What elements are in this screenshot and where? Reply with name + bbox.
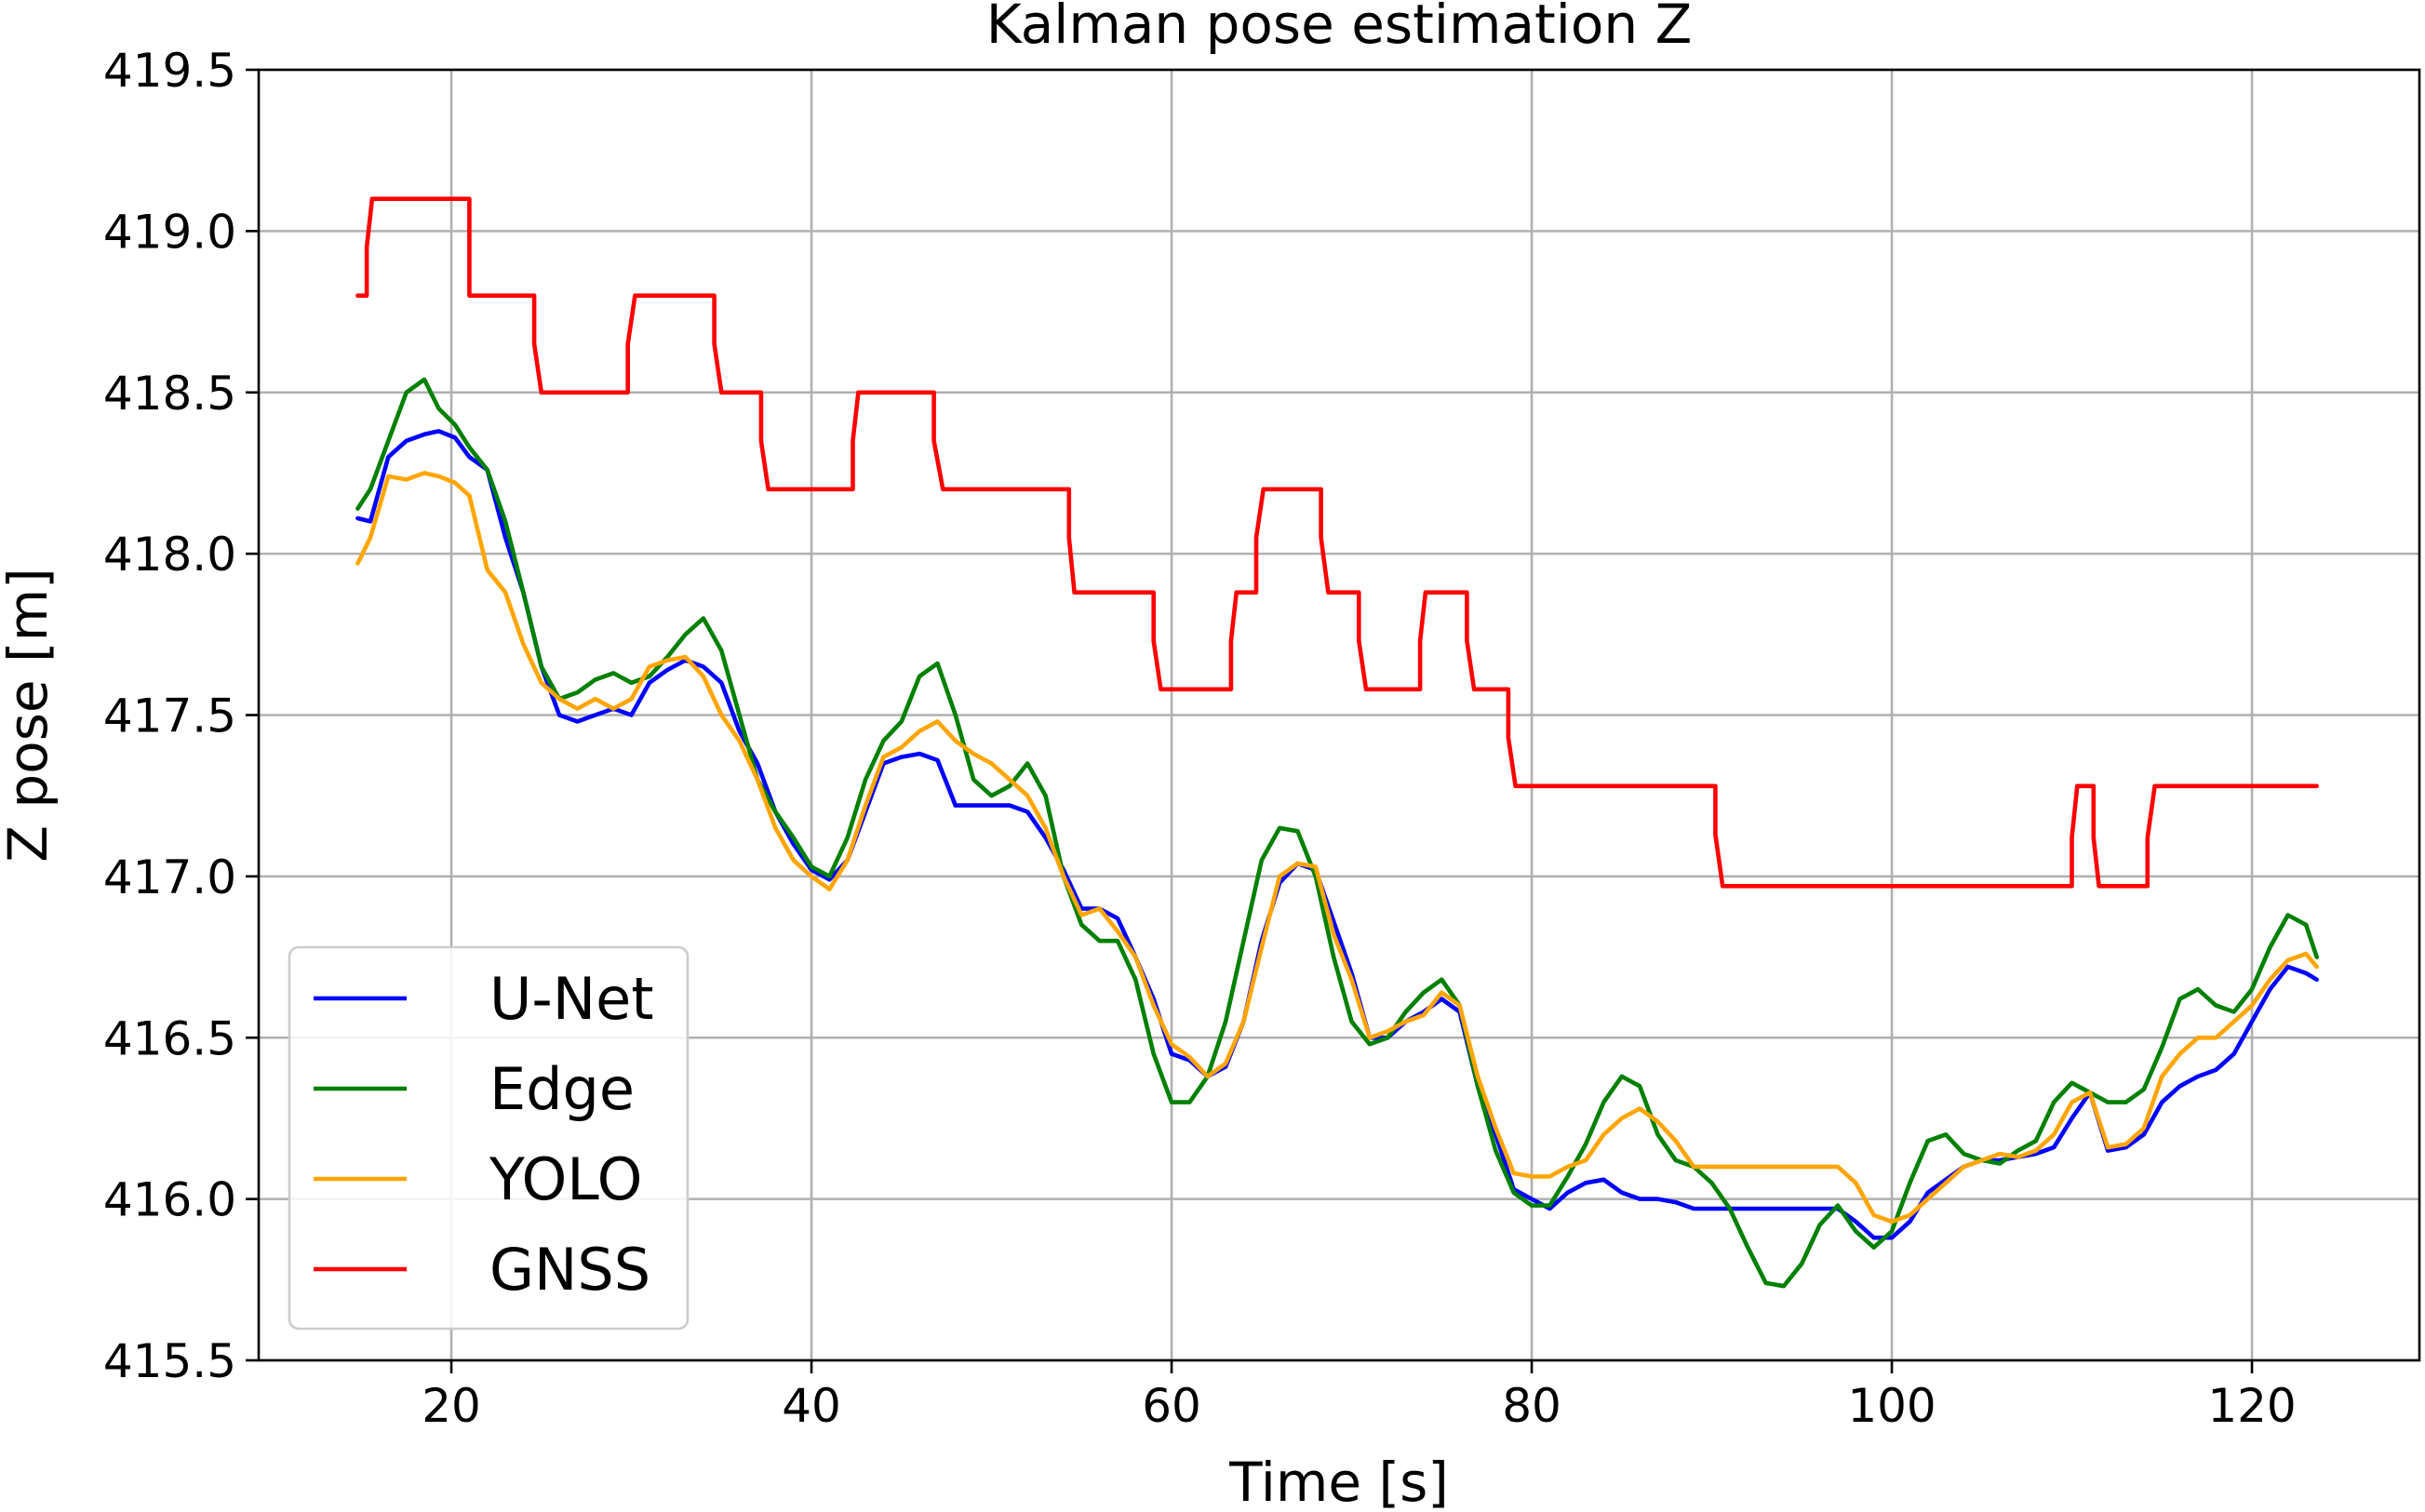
- x-axis-label: Time [s]: [1228, 1451, 1449, 1512]
- y-tick-label: 415.5: [103, 1334, 236, 1388]
- y-tick-label: 419.5: [103, 44, 236, 98]
- y-tick-label: 416.0: [103, 1173, 236, 1227]
- x-tick-label: 100: [1847, 1379, 1936, 1433]
- y-tick-label: 417.5: [103, 689, 236, 743]
- legend-label: GNSS: [489, 1236, 650, 1304]
- legend-box: [288, 945, 690, 1331]
- x-tick-label: 40: [782, 1379, 841, 1433]
- series-line-edge: [355, 377, 2319, 1289]
- legend-label: U-Net: [489, 965, 654, 1033]
- legend-label: YOLO: [489, 1145, 642, 1213]
- series-line-yolo: [355, 471, 2319, 1224]
- x-tick-label: 20: [422, 1379, 481, 1433]
- y-tick-label: 416.5: [103, 1011, 236, 1065]
- axis-ticks: 20 40 60 80 100 120 415.5 416.0 416.5 417.0 417.5 4…: [103, 44, 2297, 1433]
- series-lines: [355, 196, 2319, 1289]
- legend: U-Net Edge YOLO GNSS: [288, 945, 690, 1331]
- y-axis-label: Z pose [m]: [0, 568, 60, 863]
- x-tick-label: 80: [1502, 1379, 1561, 1433]
- x-tick-label: 60: [1142, 1379, 1201, 1433]
- legend-label: Edge: [489, 1055, 635, 1123]
- y-tick-label: 418.5: [103, 367, 236, 421]
- chart-title: Kalman pose estimation Z: [986, 0, 1693, 56]
- y-tick-label: 419.0: [103, 205, 236, 259]
- y-tick-label: 418.0: [103, 528, 236, 582]
- series-line-gnss: [355, 196, 2319, 889]
- y-tick-label: 417.0: [103, 850, 236, 904]
- x-tick-label: 120: [2207, 1379, 2296, 1433]
